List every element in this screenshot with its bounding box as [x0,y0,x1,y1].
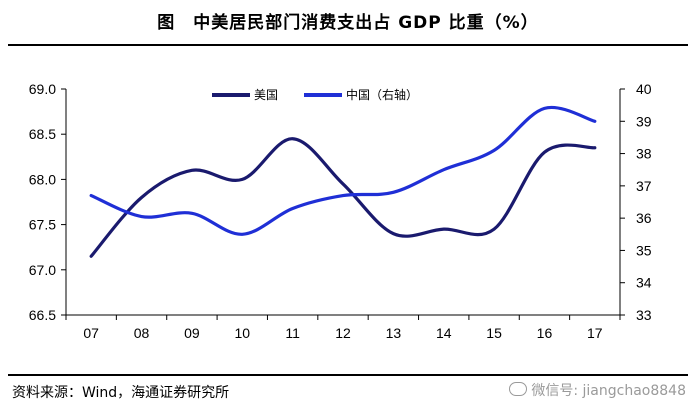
y-left-tick-label: 68.0 [29,171,56,187]
axes: 66.5 67.0 67.5 68.0 68.5 69.0 33 34 35 36 37 38 39 40… [29,81,652,341]
y-right-tick-label: 35 [636,242,652,258]
y-right-tick-label: 36 [636,210,652,226]
x-tick-label: 10 [234,325,250,341]
footer-divider [8,374,688,376]
y-right-tick-label: 34 [636,275,652,291]
y-right-tick-label: 39 [636,113,652,129]
x-tick-label: 08 [134,325,150,341]
y-left-tick-label: 69.0 [29,81,56,97]
x-tick-label: 14 [436,325,452,341]
x-tick-label: 13 [386,325,402,341]
x-tick-label: 09 [184,325,200,341]
china-series-line [89,105,597,236]
y-left-tick-label: 66.5 [29,307,56,323]
x-tick-label: 07 [83,325,99,341]
y-left-tick-label: 67.5 [29,217,56,233]
y-right-tick-label: 40 [636,81,652,97]
x-tick-label: 11 [285,325,300,341]
wechat-icon [509,382,528,396]
title-divider [8,44,688,46]
y-right-tick-label: 33 [636,307,652,323]
watermark: 微信号: jiangchao8848 [509,380,686,400]
y-right-tick-label: 38 [636,146,652,162]
y-left-tick-label: 67.0 [29,262,56,278]
legend-label: 美国 [254,88,278,102]
chart-title: 图 中美居民部门消费支出占 GDP 比重（%） [157,13,539,33]
x-tick-label: 16 [537,325,553,341]
legend-label: 中国（右轴） [346,87,418,102]
watermark-text: 微信号: jiangchao8848 [531,383,686,399]
x-tick-label: 15 [486,325,502,341]
us-series-line [89,137,597,258]
y-right-tick-label: 37 [636,178,652,194]
series-lines [89,105,597,258]
source-note: 资料来源：Wind，海通证券研究所 [12,385,230,401]
x-tick-label: 12 [335,325,351,341]
legend: 美国 中国（右轴） [212,87,418,102]
y-left-tick-label: 68.5 [29,126,56,142]
x-tick-label: 17 [587,325,603,341]
